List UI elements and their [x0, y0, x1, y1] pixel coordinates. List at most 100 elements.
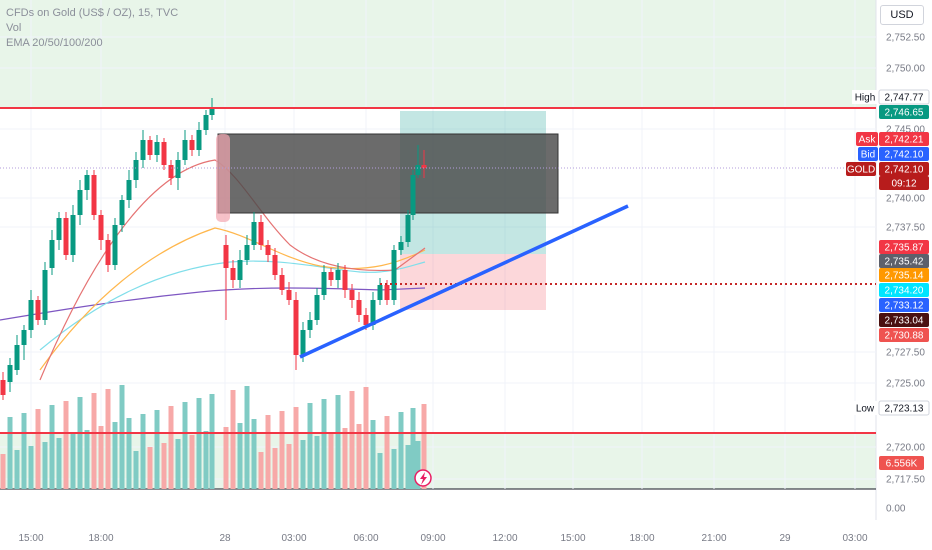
volume-bar	[77, 397, 83, 489]
price-axis-ticks: 2,752.50 2,750.00 2,745.00 2,740.00 2,737.50…	[886, 33, 925, 515]
volume-bar	[349, 391, 355, 489]
candlestick	[140, 130, 146, 168]
candlestick	[21, 325, 27, 360]
volume-bar	[63, 401, 69, 489]
low-label: Low	[852, 401, 878, 415]
candlestick	[314, 288, 320, 325]
candlestick	[251, 212, 257, 250]
volume-bar	[293, 407, 299, 489]
gold-label: GOLD	[846, 162, 876, 176]
volume-bar	[154, 410, 160, 489]
price-tick-label: 0.00	[886, 504, 906, 515]
candlestick	[133, 152, 139, 188]
time-tick-label: 03:00	[281, 533, 306, 544]
supply-zone-handle[interactable]	[216, 134, 230, 222]
tag-2733-12: 2,733.12	[879, 298, 929, 312]
time-tick-label: 28	[219, 533, 231, 544]
tag-2735-87: 2,735.87	[879, 240, 929, 254]
countdown: 09:12	[879, 176, 929, 190]
candlestick	[77, 180, 83, 225]
candlestick	[161, 138, 167, 170]
candlestick	[410, 170, 416, 220]
volume-bar	[363, 387, 369, 489]
price-tick-label: 2,745.00	[886, 125, 925, 136]
candlestick	[342, 265, 348, 298]
candlestick	[175, 152, 181, 190]
volume-bar	[244, 386, 250, 489]
volume-bar	[370, 420, 376, 489]
candlestick	[293, 292, 299, 370]
symbol-title[interactable]: CFDs on Gold (US$ / OZ), 15, TVC	[6, 7, 179, 19]
tag-2735-42: 2,735.42	[879, 254, 929, 268]
tag-2734-20: 2,734.20	[879, 283, 929, 297]
volume-bar	[84, 430, 90, 489]
candlestick	[49, 230, 55, 275]
candlestick	[223, 235, 229, 320]
volume-bar	[112, 422, 118, 489]
volume-bar	[182, 402, 188, 489]
candlestick	[7, 358, 13, 392]
price-axis-tags: High 2,747.77 2,746.65 Ask 2,742.21 Bid 2,742.…	[846, 89, 930, 470]
volume-bar	[98, 426, 104, 489]
svg-text:2,735.42: 2,735.42	[885, 257, 924, 268]
price-tick-label: 2,727.50	[886, 348, 925, 359]
price-tick-label: 2,750.00	[886, 64, 925, 75]
volume-bar	[328, 432, 334, 489]
ema-200-line	[0, 287, 426, 321]
candlestick	[237, 250, 243, 288]
volume-bar	[421, 404, 427, 489]
volume-bar	[251, 419, 257, 489]
candlestick	[328, 268, 334, 286]
candlestick	[189, 135, 195, 156]
currency-button[interactable]: USD	[880, 5, 924, 25]
candlestick	[272, 248, 278, 280]
time-tick-label: 03:00	[842, 533, 867, 544]
candlestick	[230, 260, 236, 288]
volume-bar	[140, 414, 146, 489]
ask-label: Ask	[856, 132, 878, 146]
volume-bar	[384, 416, 390, 489]
svg-text:6.556K: 6.556K	[886, 459, 918, 470]
candlestick	[70, 205, 76, 262]
volume-bar	[175, 439, 181, 489]
volume-bar	[91, 393, 97, 489]
lightning-icon[interactable]	[414, 469, 432, 487]
volume-bar	[28, 446, 34, 489]
svg-text:2,742.21: 2,742.21	[885, 135, 924, 146]
candlestick	[356, 292, 362, 322]
volume-bar	[391, 449, 397, 489]
candlestick	[279, 268, 285, 295]
volume-bar	[265, 415, 271, 489]
candlestick	[84, 170, 90, 200]
candlestick	[112, 218, 118, 270]
volume-bar	[272, 448, 278, 489]
candlestick	[28, 290, 34, 338]
price-tick-label: 2,720.00	[886, 443, 925, 454]
supply-zone-box[interactable]	[217, 133, 559, 214]
volume-bar	[410, 408, 416, 489]
candlestick	[391, 245, 397, 305]
volume-bar	[42, 442, 48, 489]
svg-text:High: High	[855, 93, 876, 104]
volume-bar	[126, 418, 132, 489]
volume-bar	[223, 427, 229, 489]
volume-legend[interactable]: Vol	[6, 22, 22, 34]
candlestick	[126, 170, 132, 208]
candlestick	[98, 210, 104, 250]
volume-bar	[21, 413, 27, 489]
candlestick	[258, 215, 264, 250]
price-tick-label: 2,737.50	[886, 223, 925, 234]
volume-bar	[49, 405, 55, 489]
svg-text:Low: Low	[856, 404, 875, 415]
volume-bar	[209, 394, 215, 489]
candlestick	[203, 110, 209, 135]
trendline[interactable]	[299, 204, 629, 359]
ema-legend[interactable]: EMA 20/50/100/200	[6, 37, 103, 49]
volume-bar	[147, 447, 153, 489]
price-tick-label: 2,752.50	[886, 33, 925, 44]
time-tick-label: 15:00	[560, 533, 585, 544]
candlestick	[349, 284, 355, 308]
volume-bar	[398, 412, 404, 489]
time-tick-label: 29	[779, 533, 791, 544]
